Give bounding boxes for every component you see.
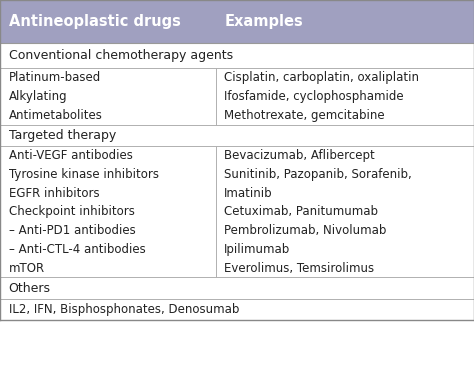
Text: Ipilimumab: Ipilimumab bbox=[224, 243, 291, 256]
Text: Antimetabolites: Antimetabolites bbox=[9, 109, 102, 122]
Text: Ifosfamide, cyclophosphamide: Ifosfamide, cyclophosphamide bbox=[224, 90, 404, 103]
Text: Anti-VEGF antibodies: Anti-VEGF antibodies bbox=[9, 149, 132, 162]
Bar bbox=[0, 0, 474, 43]
Text: IL2, IFN, Bisphosphonates, Denosumab: IL2, IFN, Bisphosphonates, Denosumab bbox=[9, 303, 239, 316]
Text: Methotrexate, gemcitabine: Methotrexate, gemcitabine bbox=[224, 109, 385, 122]
Bar bbox=[0, 320, 474, 368]
Text: Platinum-based: Platinum-based bbox=[9, 71, 101, 84]
Text: Cisplatin, carboplatin, oxaliplatin: Cisplatin, carboplatin, oxaliplatin bbox=[224, 71, 419, 84]
Text: Targeted therapy: Targeted therapy bbox=[9, 129, 116, 142]
Text: – Anti-CTL-4 antibodies: – Anti-CTL-4 antibodies bbox=[9, 243, 146, 256]
Text: Pembrolizumab, Nivolumab: Pembrolizumab, Nivolumab bbox=[224, 224, 387, 237]
Text: EGFR inhibitors: EGFR inhibitors bbox=[9, 187, 99, 199]
Text: Antineoplastic drugs: Antineoplastic drugs bbox=[9, 14, 181, 29]
Text: Conventional chemotherapy agents: Conventional chemotherapy agents bbox=[9, 49, 233, 63]
Text: Sunitinib, Pazopanib, Sorafenib,: Sunitinib, Pazopanib, Sorafenib, bbox=[224, 168, 412, 181]
Text: – Anti-PD1 antibodies: – Anti-PD1 antibodies bbox=[9, 224, 135, 237]
Text: Cetuximab, Panitumumab: Cetuximab, Panitumumab bbox=[224, 205, 378, 218]
Text: Imatinib: Imatinib bbox=[224, 187, 273, 199]
Text: Tyrosine kinase inhibitors: Tyrosine kinase inhibitors bbox=[9, 168, 158, 181]
Text: Bevacizumab, Aflibercept: Bevacizumab, Aflibercept bbox=[224, 149, 375, 162]
Bar bbox=[0, 146, 474, 277]
Text: Others: Others bbox=[9, 282, 51, 295]
Text: Alkylating: Alkylating bbox=[9, 90, 67, 103]
Text: Examples: Examples bbox=[224, 14, 303, 29]
Bar bbox=[0, 68, 474, 125]
Text: Everolimus, Temsirolimus: Everolimus, Temsirolimus bbox=[224, 262, 374, 275]
Text: mTOR: mTOR bbox=[9, 262, 45, 275]
Text: Checkpoint inhibitors: Checkpoint inhibitors bbox=[9, 205, 135, 218]
